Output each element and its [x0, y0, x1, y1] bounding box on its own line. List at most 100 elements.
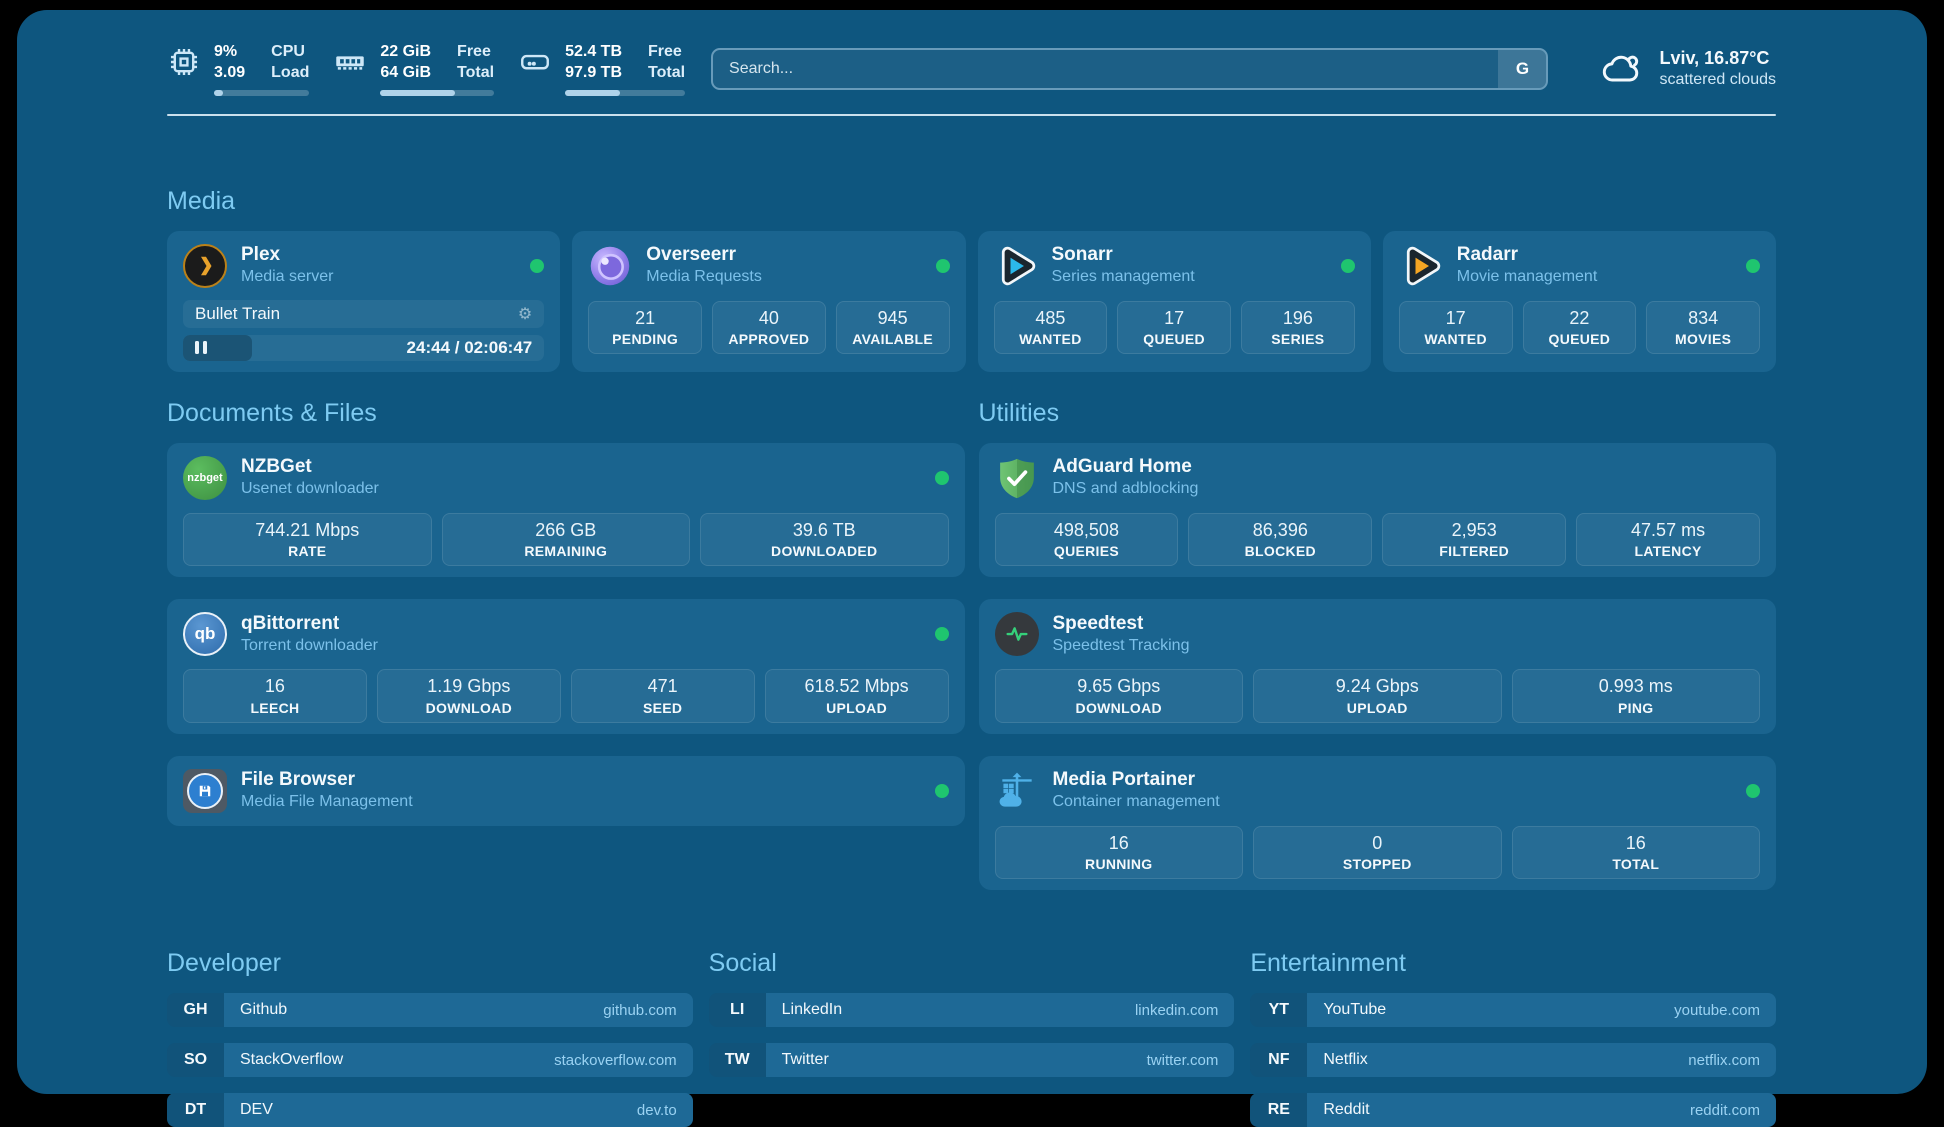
- section-title-utilities: Utilities: [979, 398, 1777, 428]
- bookmark-dev[interactable]: DT DEV dev.to: [167, 1093, 693, 1127]
- stat-box-series: 196 SERIES: [1241, 301, 1355, 355]
- stat-box-pending: 21 PENDING: [588, 301, 702, 355]
- disk-total-value: 97.9 TB: [565, 63, 622, 84]
- stat-box-wanted: 485 WANTED: [994, 301, 1108, 355]
- app-name: NZBGet: [241, 456, 379, 479]
- stat-box-downloaded: 39.6 TB DOWNLOADED: [700, 513, 949, 567]
- ram-stat: 22 GiB 64 GiB Free Total: [333, 42, 494, 96]
- ram-progress-track: [380, 90, 494, 96]
- player-progress-fill: [183, 335, 252, 361]
- bookmark-group-entertainment: Entertainment YT YouTube youtube.com NF …: [1250, 948, 1776, 1127]
- app-desc: Usenet downloader: [241, 479, 379, 499]
- stat-box-wanted: 17 WANTED: [1399, 301, 1513, 355]
- bookmark-url: stackoverflow.com: [554, 1052, 677, 1069]
- bookmark-abbr: LI: [709, 993, 766, 1027]
- bookmark-netflix[interactable]: NF Netflix netflix.com: [1250, 1043, 1776, 1077]
- bookmark-url: github.com: [603, 1002, 676, 1019]
- disk-free-value: 52.4 TB: [565, 42, 622, 63]
- stat-box-remaining: 266 GB REMAINING: [442, 513, 691, 567]
- app-name: Plex: [241, 244, 333, 267]
- app-card-adguard[interactable]: AdGuard Home DNS and adblocking 498,508 …: [979, 443, 1777, 578]
- app-desc: Container management: [1053, 792, 1220, 812]
- speedtest-icon: [995, 612, 1039, 656]
- bookmark-name: DEV: [240, 1101, 273, 1119]
- bookmark-youtube[interactable]: YT YouTube youtube.com: [1250, 993, 1776, 1027]
- documents-column: Documents & Files nzbget NZBGet Usenet d…: [167, 398, 965, 826]
- bookmark-stackoverflow[interactable]: SO StackOverflow stackoverflow.com: [167, 1043, 693, 1077]
- stat-box-download: 9.65 Gbps DOWNLOAD: [995, 669, 1244, 723]
- app-card-portainer[interactable]: Media Portainer Container management 16 …: [979, 756, 1777, 891]
- cpu-load-value: 3.09: [214, 63, 245, 84]
- app-card-radarr[interactable]: Radarr Movie management 17 WANTED 22 QUE…: [1383, 231, 1776, 372]
- nzbget-icon: nzbget: [183, 456, 227, 500]
- stat-box-upload: 618.52 Mbps UPLOAD: [765, 669, 949, 723]
- app-card-overseerr[interactable]: Overseerr Media Requests 21 PENDING 40 A…: [572, 231, 965, 372]
- bookmark-twitter[interactable]: TW Twitter twitter.com: [709, 1043, 1235, 1077]
- disk-stat: 52.4 TB 97.9 TB Free Total: [518, 42, 685, 96]
- cpu-icon: [167, 45, 201, 79]
- plex-icon: [183, 244, 227, 288]
- stat-box-leech: 16 LEECH: [183, 669, 367, 723]
- section-title-social: Social: [709, 948, 1235, 978]
- ram-icon: [333, 45, 367, 79]
- app-card-sonarr[interactable]: Sonarr Series management 485 WANTED 17 Q…: [978, 231, 1371, 372]
- stat-box-rate: 744.21 Mbps RATE: [183, 513, 432, 567]
- bookmark-abbr: SO: [167, 1043, 224, 1077]
- section-title-documents: Documents & Files: [167, 398, 965, 428]
- section-title-entertainment: Entertainment: [1250, 948, 1776, 978]
- player-bar[interactable]: 24:44 / 02:06:47: [183, 335, 544, 361]
- bookmark-url: twitter.com: [1147, 1052, 1219, 1069]
- app-card-speedtest[interactable]: Speedtest Speedtest Tracking 9.65 Gbps D…: [979, 599, 1777, 734]
- app-name: Overseerr: [646, 244, 762, 267]
- bookmark-group-social: Social LI LinkedIn linkedin.com TW Twitt…: [709, 948, 1235, 1127]
- app-card-qbittorrent[interactable]: qb qBittorrent Torrent downloader 16: [167, 599, 965, 734]
- stat-box-filtered: 2,953 FILTERED: [1382, 513, 1566, 567]
- status-dot-online: [935, 471, 949, 485]
- pause-icon[interactable]: [195, 341, 207, 354]
- app-card-plex[interactable]: Plex Media server Bullet Train ⚙ 24:44 /…: [167, 231, 560, 372]
- bookmark-abbr: DT: [167, 1093, 224, 1127]
- weather-widget: Lviv, 16.87°C scattered clouds: [1600, 47, 1776, 91]
- cpu-progress-track: [214, 90, 309, 96]
- app-name: File Browser: [241, 769, 413, 792]
- status-dot-online: [936, 259, 950, 273]
- status-dot-online: [530, 259, 544, 273]
- status-dot-online: [1341, 259, 1355, 273]
- portainer-icon: [995, 769, 1039, 813]
- bookmark-group-developer: Developer GH Github github.com SO StackO…: [167, 948, 693, 1127]
- app-name: AdGuard Home: [1053, 456, 1199, 479]
- now-playing-title: Bullet Train: [195, 304, 280, 324]
- dashboard-panel: 9% 3.09 CPU Load: [17, 10, 1927, 1094]
- app-desc: Movie management: [1457, 267, 1598, 287]
- app-name: Speedtest: [1053, 613, 1190, 636]
- cpu-stat: 9% 3.09 CPU Load: [167, 42, 309, 96]
- stat-box-seed: 471 SEED: [571, 669, 755, 723]
- stat-box-total: 16 TOTAL: [1512, 826, 1761, 880]
- gear-icon[interactable]: ⚙: [518, 304, 532, 324]
- app-name: Sonarr: [1052, 244, 1195, 267]
- bookmark-reddit[interactable]: RE Reddit reddit.com: [1250, 1093, 1776, 1127]
- bookmark-url: dev.to: [637, 1102, 677, 1119]
- now-playing-bar: Bullet Train ⚙: [183, 300, 544, 328]
- disk-total-label: Total: [648, 63, 685, 84]
- app-name: qBittorrent: [241, 613, 378, 636]
- app-card-nzbget[interactable]: nzbget NZBGet Usenet downloader 744.21 M…: [167, 443, 965, 578]
- stat-box-blocked: 86,396 BLOCKED: [1188, 513, 1372, 567]
- sonarr-icon: [994, 244, 1038, 288]
- app-desc: Torrent downloader: [241, 636, 378, 656]
- stat-box-ping: 0.993 ms PING: [1512, 669, 1761, 723]
- google-search-button[interactable]: G: [1498, 50, 1546, 88]
- ram-progress-fill: [380, 90, 455, 96]
- app-desc: DNS and adblocking: [1053, 479, 1199, 499]
- bookmark-linkedin[interactable]: LI LinkedIn linkedin.com: [709, 993, 1235, 1027]
- search-input[interactable]: [713, 50, 1498, 88]
- stat-box-approved: 40 APPROVED: [712, 301, 826, 355]
- disk-icon: [518, 45, 552, 79]
- stat-box-download: 1.19 Gbps DOWNLOAD: [377, 669, 561, 723]
- adguard-icon: [995, 456, 1039, 500]
- bookmark-name: Netflix: [1323, 1051, 1367, 1069]
- app-card-filebrowser[interactable]: File Browser Media File Management: [167, 756, 965, 826]
- status-dot-online: [935, 784, 949, 798]
- bookmark-github[interactable]: GH Github github.com: [167, 993, 693, 1027]
- bookmark-name: StackOverflow: [240, 1051, 343, 1069]
